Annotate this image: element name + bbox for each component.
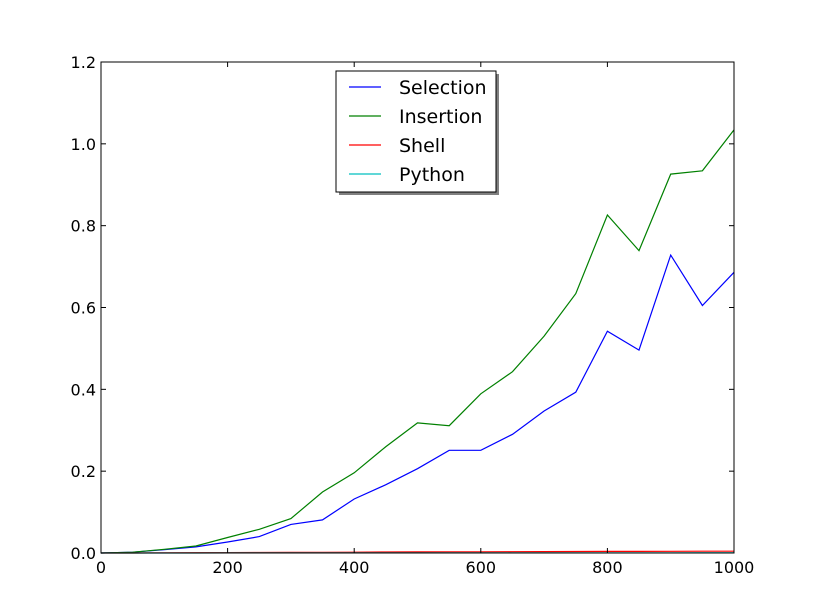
legend-label: Python (399, 164, 465, 186)
x-tick-label: 0 (96, 558, 106, 577)
y-tick-label: 1.0 (71, 135, 96, 154)
y-tick-label: 1.2 (71, 53, 96, 72)
legend-label: Selection (399, 77, 487, 99)
series-line-insertion (100, 129, 735, 554)
y-tick-label: 0.8 (71, 217, 96, 236)
y-tick-label: 0.4 (71, 380, 96, 399)
legend: Selection Insertion Shell Python (335, 70, 499, 195)
legend-label: Insertion (399, 106, 482, 128)
y-tick-label: 0.6 (71, 299, 96, 318)
x-tick-label: 400 (339, 558, 370, 577)
x-tick-label: 1000 (714, 558, 755, 577)
ticks-layer: 0 200 400 600 800 1000 0.0 0.2 0.4 0.6 0.8 1.0 1.2 (71, 53, 755, 577)
x-tick-label: 800 (592, 558, 623, 577)
y-tick-label: 0.2 (71, 462, 96, 481)
legend-label: Shell (399, 135, 445, 157)
x-tick-label: 200 (212, 558, 243, 577)
series-line-selection (100, 253, 735, 554)
x-tick-label: 600 (466, 558, 497, 577)
y-tick-label: 0.0 (71, 544, 96, 563)
legend-box (335, 70, 497, 193)
